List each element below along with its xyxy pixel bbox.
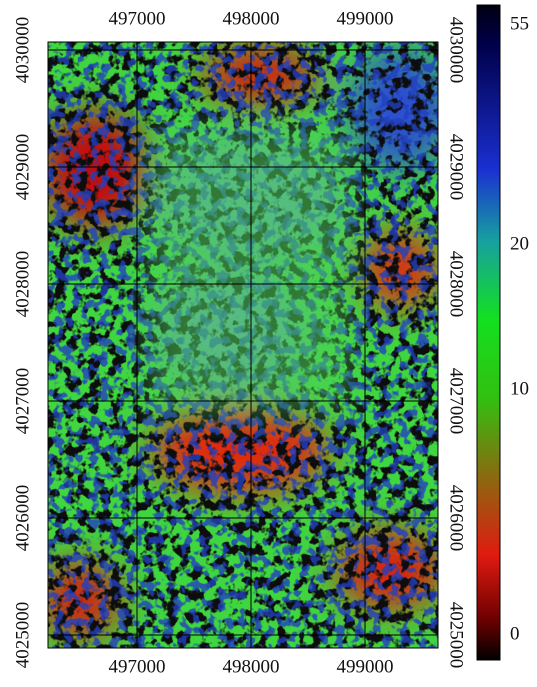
map-frame	[47, 41, 439, 649]
x-tick-label: 498000	[223, 656, 280, 677]
colorbar-label: 0	[510, 623, 520, 644]
y-tick-label: 4029000	[12, 134, 33, 201]
colorbar-label: 20	[510, 233, 529, 254]
y-tick-label: 4026000	[12, 485, 33, 552]
y-tick-label: 4027000	[446, 368, 467, 435]
x-tick-label: 498000	[223, 8, 280, 29]
y-tick-label: 4028000	[446, 251, 467, 318]
x-tick-label: 497000	[109, 656, 166, 677]
colorbar	[476, 4, 501, 661]
colorbar-label: 10	[510, 378, 529, 399]
y-tick-label: 4025000	[446, 602, 467, 669]
y-tick-label: 4029000	[446, 134, 467, 201]
colorbar-label: 55	[510, 13, 529, 34]
x-tick-label: 499000	[337, 8, 394, 29]
y-tick-label: 4030000	[446, 17, 467, 84]
y-tick-label: 4026000	[446, 485, 467, 552]
x-tick-label: 497000	[109, 8, 166, 29]
y-tick-label: 4028000	[12, 251, 33, 318]
raster	[48, 42, 438, 648]
x-tick-label: 499000	[337, 656, 394, 677]
y-tick-label: 4025000	[12, 602, 33, 669]
y-tick-label: 4030000	[12, 17, 33, 84]
y-tick-label: 4027000	[12, 368, 33, 435]
